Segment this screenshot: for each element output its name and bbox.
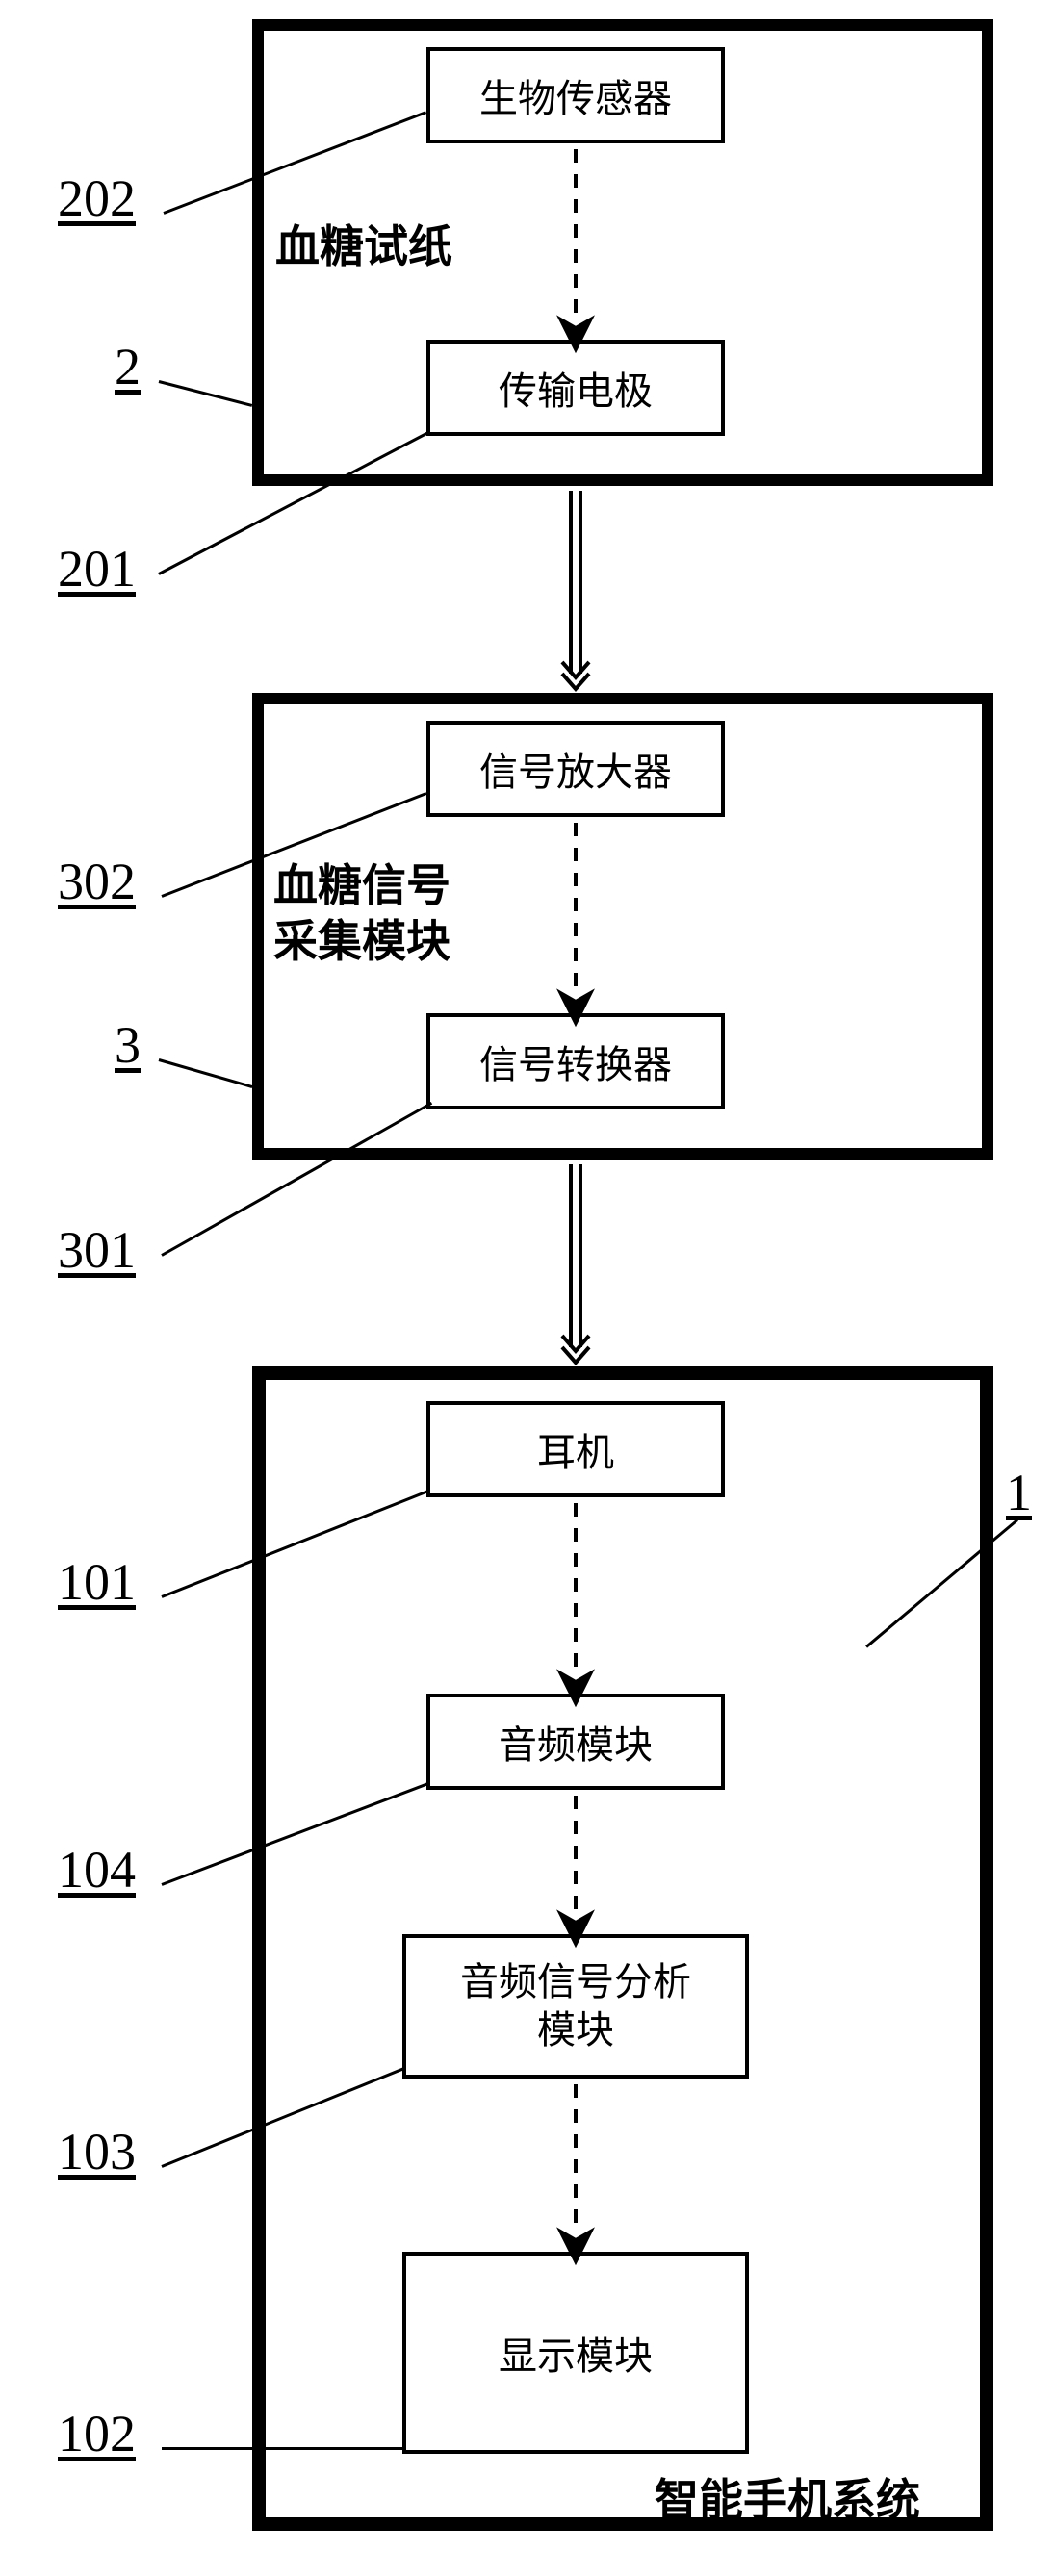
ref-301: 301 bbox=[58, 1220, 136, 1280]
ref-1: 1 bbox=[1006, 1463, 1032, 1522]
ref-202: 202 bbox=[58, 168, 136, 228]
ref-3: 3 bbox=[115, 1015, 141, 1075]
ref-302: 302 bbox=[58, 852, 136, 911]
ref-103: 103 bbox=[58, 2122, 136, 2181]
ref-2: 2 bbox=[115, 337, 141, 396]
ref-101: 101 bbox=[58, 1552, 136, 1612]
ref-104: 104 bbox=[58, 1840, 136, 1900]
ref-201: 201 bbox=[58, 539, 136, 599]
ref-102: 102 bbox=[58, 2404, 136, 2463]
ref-line-102 bbox=[162, 2447, 404, 2450]
arrows-layer bbox=[0, 0, 1055, 2576]
